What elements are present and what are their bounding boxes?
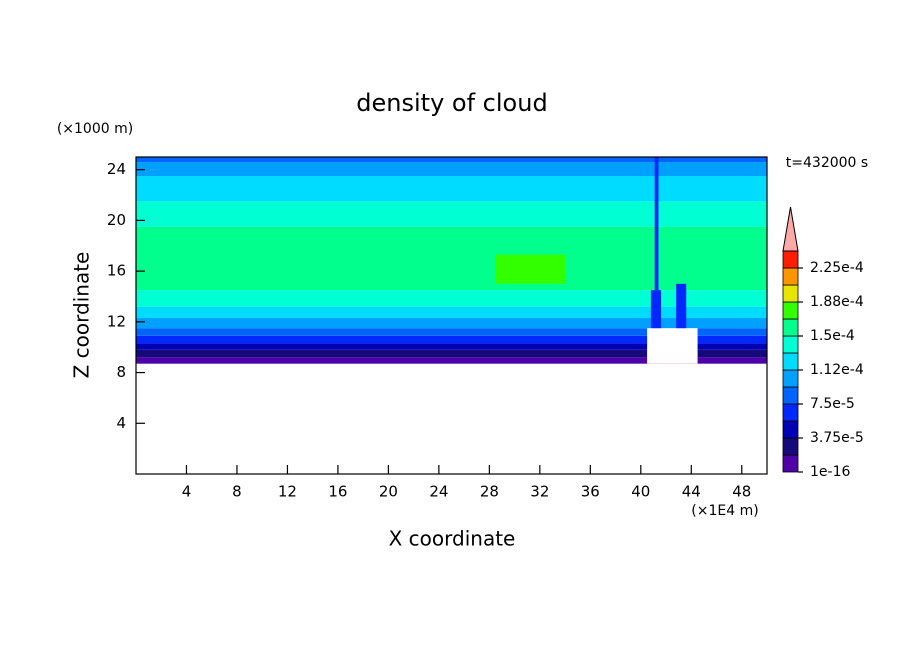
colorbar-segment [782,386,799,405]
plot-frame [135,156,768,475]
x-tick-label: 44 [682,483,701,501]
colorbar-tick-label: 1e-16 [810,464,850,480]
contour-region [650,290,661,329]
colorbar-segment [782,420,799,439]
x-tick-label: 20 [379,483,398,501]
contour-region [136,290,767,307]
x-tick-label: 8 [232,483,242,501]
colorbar-segment [782,318,799,337]
colorbar-segment [782,250,799,269]
y-tick-label: 8 [116,363,126,381]
x-axis-label: X coordinate [389,527,516,551]
contour-region [654,157,659,291]
colorbar-segment [782,284,799,303]
contour-region [136,162,767,177]
colorbar-tick-label: 2.25e-4 [810,260,864,276]
contour-region [136,306,767,319]
y-tick-label: 20 [107,211,126,229]
x-tick-label: 36 [581,483,600,501]
colorbar-extension [782,206,799,252]
y-tick-label: 24 [107,160,126,178]
x-tick-label: 28 [480,483,499,501]
x-tick-label: 12 [278,483,297,501]
contour-region [136,176,767,202]
colorbar-segment [782,352,799,371]
x-tick-label: 24 [429,483,448,501]
colorbar-segment [782,369,799,388]
colorbar-segment [782,335,799,354]
contour-region [136,349,767,358]
contour-region [136,357,767,364]
contour-region [647,328,698,364]
contour-region [495,254,566,284]
colorbar-segment [782,437,799,456]
x-tick-label: 48 [732,483,751,501]
y-tick-label: 16 [107,262,126,280]
time-annotation: t=432000 s [786,155,868,171]
contour-region [136,343,767,350]
colorbar-tick-label: 1.12e-4 [810,362,864,378]
colorbar-segment [782,267,799,286]
colorbar-segment [782,454,799,473]
x-tick-label: 40 [631,483,650,501]
colorbar-segment [782,403,799,422]
x-unit: (×1E4 m) [691,503,758,519]
contour-region [136,318,767,329]
colorbar-tick-label: 1.5e-4 [810,328,855,344]
contour-region [136,328,767,336]
contour-region [136,335,767,344]
y-tick-label: 4 [116,414,126,432]
x-tick-label: 4 [182,483,192,501]
y-tick-label: 12 [107,312,126,330]
contour-region [676,283,687,329]
contour-region [136,157,767,163]
colorbar-tick-label: 3.75e-5 [810,430,864,446]
contour-region [136,226,767,291]
x-tick-label: 16 [328,483,347,501]
x-tick-label: 32 [530,483,549,501]
colorbar-tick-label: 7.5e-5 [810,396,855,412]
contour-region [136,201,767,227]
y-axis-label: Z coordinate [70,252,94,379]
colorbar-segment [782,301,799,320]
colorbar-tick-label: 1.88e-4 [810,294,864,310]
y-unit: (×1000 m) [57,121,133,137]
chart-title: density of cloud [356,89,547,117]
